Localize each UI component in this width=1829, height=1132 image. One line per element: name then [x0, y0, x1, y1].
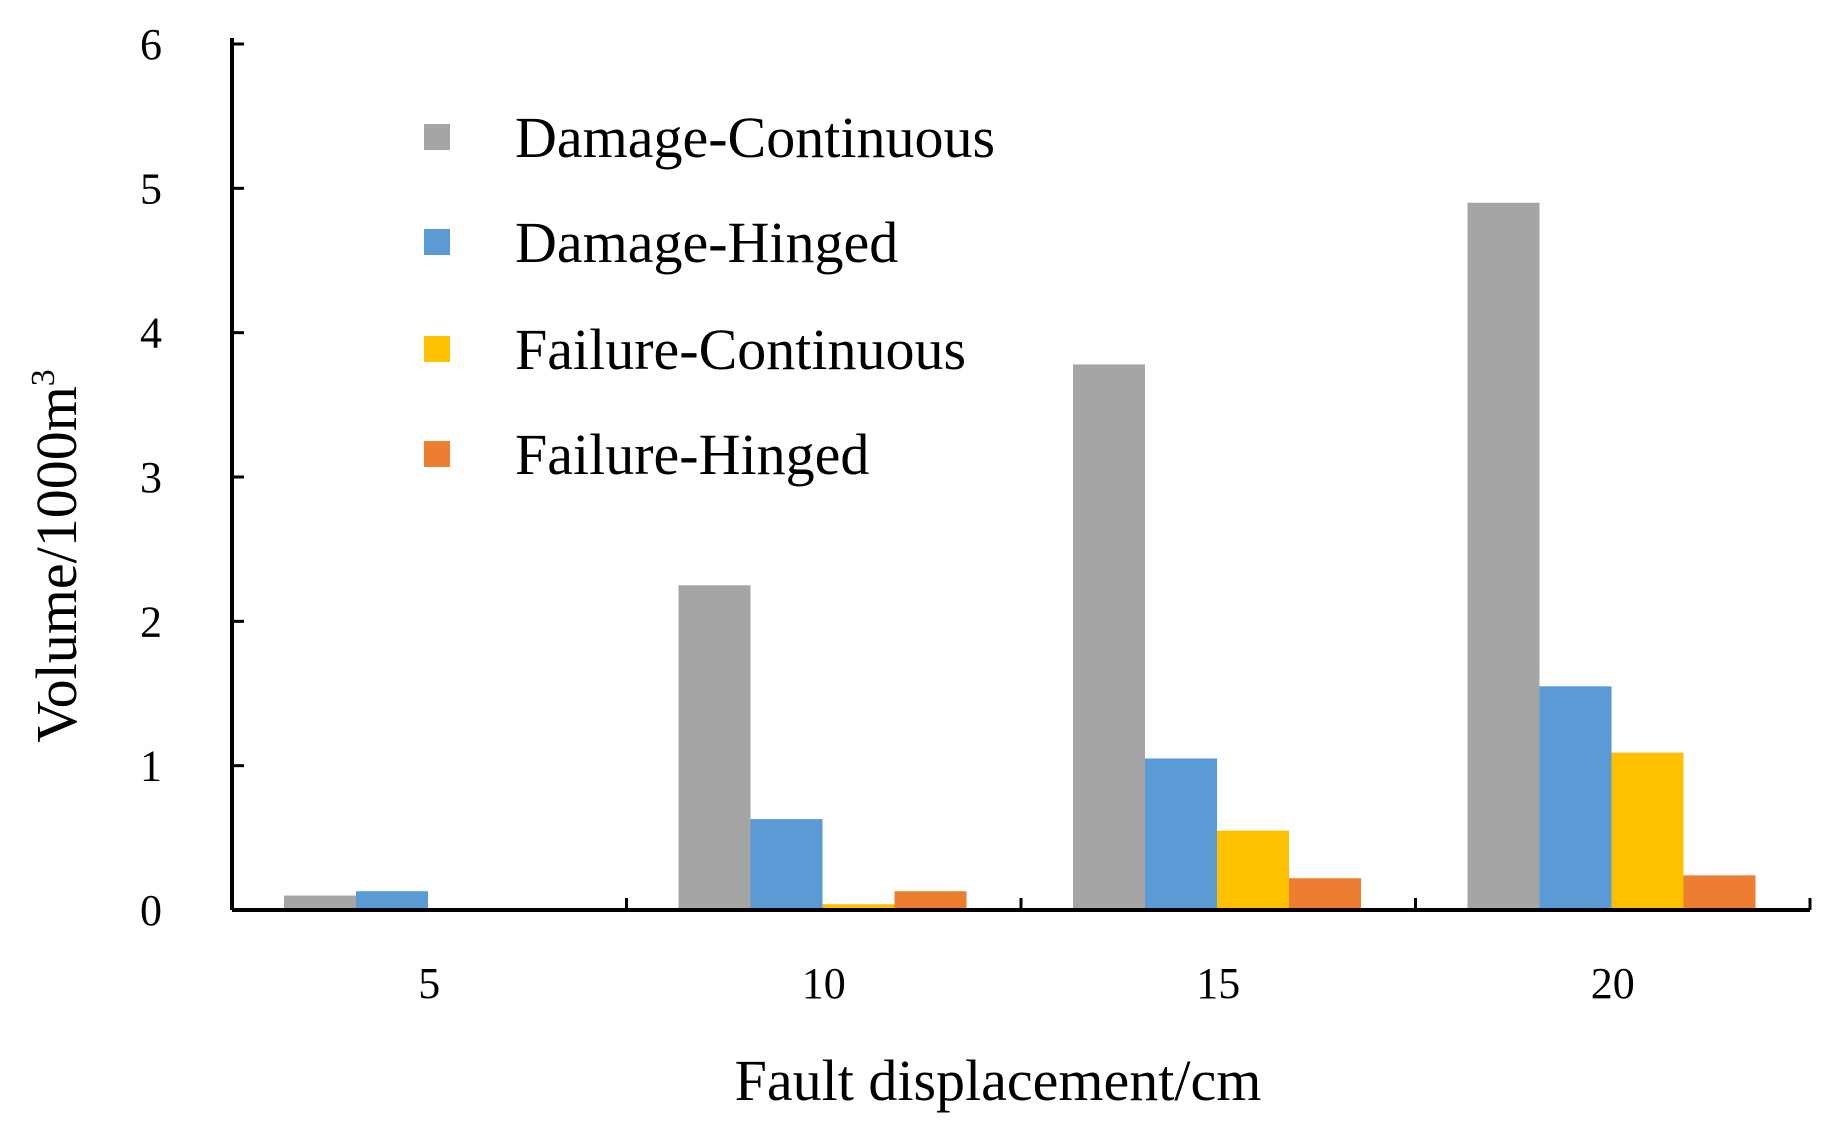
y-axis: 0 1 2 3 4 5 6 [140, 20, 244, 935]
bar-damage-hinged-5 [356, 891, 428, 910]
legend-label: Failure-Hinged [515, 422, 869, 487]
x-tick-label: 15 [1196, 959, 1240, 1008]
legend-label: Damage-Hinged [515, 210, 898, 275]
bar-failure-hinged-20 [1683, 875, 1756, 910]
bar-damage-hinged-10 [750, 819, 823, 910]
y-tick-label: 3 [140, 453, 162, 502]
bar-failure-continuous-20 [1611, 752, 1684, 910]
x-tick-label: 5 [418, 959, 440, 1008]
y-tick-label: 1 [140, 742, 162, 791]
x-axis: 5 10 15 20 [232, 898, 1812, 1008]
bar-failure-continuous-15 [1217, 830, 1289, 910]
y-tick-label: 2 [140, 597, 162, 646]
legend-swatch [424, 441, 450, 467]
y-tick-label: 0 [140, 886, 162, 935]
bar-damage-continuous-20 [1467, 202, 1540, 910]
legend-swatch [424, 336, 450, 362]
bars-layer [284, 202, 1756, 910]
legend-label: Damage-Continuous [515, 105, 995, 170]
bar-damage-continuous-15 [1073, 364, 1145, 910]
legend-swatch [424, 124, 450, 150]
bar-damage-hinged-20 [1539, 686, 1612, 910]
legend: Damage-Continuous Damage-Hinged Failure-Co… [424, 105, 995, 487]
bar-damage-continuous-5 [284, 895, 356, 910]
bar-damage-hinged-15 [1145, 758, 1217, 910]
bar-failure-hinged-10 [894, 891, 967, 910]
bar-damage-continuous-10 [678, 585, 751, 910]
x-tick-label: 20 [1591, 959, 1635, 1008]
y-tick-label: 6 [140, 20, 162, 69]
x-tick-label: 10 [802, 959, 846, 1008]
y-tick-label: 5 [140, 164, 162, 213]
y-axis-title-superscript: 3 [25, 369, 62, 386]
bar-failure-continuous-10 [822, 904, 895, 910]
legend-swatch [424, 229, 450, 255]
legend-label: Failure-Continuous [515, 317, 966, 382]
y-tick-label: 4 [140, 309, 162, 358]
bar-failure-hinged-15 [1289, 878, 1361, 910]
x-axis-title: Fault displacement/cm [735, 1048, 1262, 1113]
y-axis-title: Volume/1000m3 [24, 369, 89, 743]
y-axis-title-text: Volume/1000m [24, 386, 89, 743]
